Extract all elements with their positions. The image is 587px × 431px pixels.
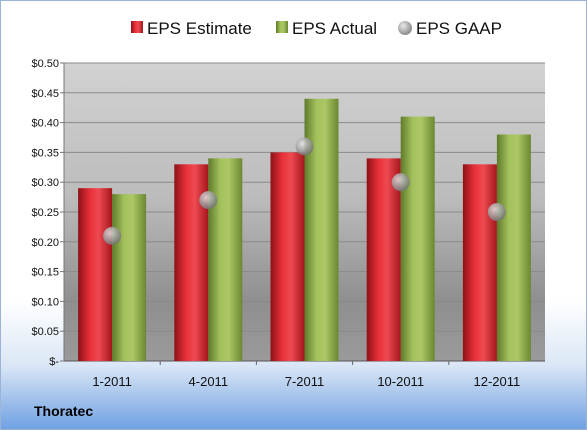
y-tick-label: $0.45 [31, 88, 59, 100]
bar-eps-actual [208, 158, 243, 361]
bar-eps-estimate [78, 188, 113, 361]
y-tick-label: $0.05 [31, 326, 59, 338]
bar-eps-estimate [366, 158, 401, 361]
x-tick-label: 7-2011 [285, 374, 325, 389]
y-tick-label: $0.10 [31, 296, 59, 308]
bars [78, 98, 531, 361]
bar-eps-actual [400, 116, 435, 361]
x-tick-label: 10-2011 [377, 374, 424, 389]
x-tick-label: 1-2011 [92, 374, 132, 389]
bar-eps-actual [304, 98, 339, 361]
company-name: Thoratec [34, 403, 94, 419]
legend-label-gaap: EPS GAAP [416, 19, 502, 38]
y-tick-label: $0.15 [31, 267, 59, 279]
y-tick-label: $0.30 [31, 177, 59, 189]
marker-eps-gaap [391, 173, 410, 192]
y-tick-label: $0.50 [31, 58, 59, 70]
marker-eps-gaap [199, 191, 218, 210]
legend-swatch-estimate [131, 21, 143, 33]
legend-swatch-actual [276, 21, 288, 33]
bar-eps-actual [112, 194, 147, 361]
y-tick-label: $0.35 [31, 147, 59, 159]
y-tick-label: $- [49, 356, 59, 368]
y-tick-label: $0.25 [31, 207, 59, 219]
x-tick-label: 12-2011 [474, 374, 521, 389]
gaap-markers [103, 137, 506, 245]
y-tick-label: $0.40 [31, 118, 59, 130]
bar-eps-estimate [270, 152, 305, 361]
bar-eps-estimate [462, 164, 497, 361]
bar-eps-actual [496, 134, 531, 361]
marker-eps-gaap [295, 137, 314, 156]
marker-eps-gaap [487, 203, 506, 221]
x-axis-ticks: 1-2011 4-2011 7-2011 10-2011 12-2011 [92, 361, 520, 389]
legend-label-actual: EPS Actual [292, 19, 377, 38]
y-tick-label: $0.20 [31, 237, 59, 249]
x-tick-label: 4-2011 [189, 374, 229, 389]
legend: EPS Estimate EPS Actual EPS GAAP [131, 19, 502, 38]
marker-eps-gaap [103, 226, 122, 245]
legend-marker-gaap [398, 21, 412, 35]
y-axis-ticks: $- $0.05 $0.10 $0.15 $0.20 $0.25 $0.30 $0.35 $0.… [31, 58, 64, 368]
legend-label-estimate: EPS Estimate [147, 19, 252, 38]
